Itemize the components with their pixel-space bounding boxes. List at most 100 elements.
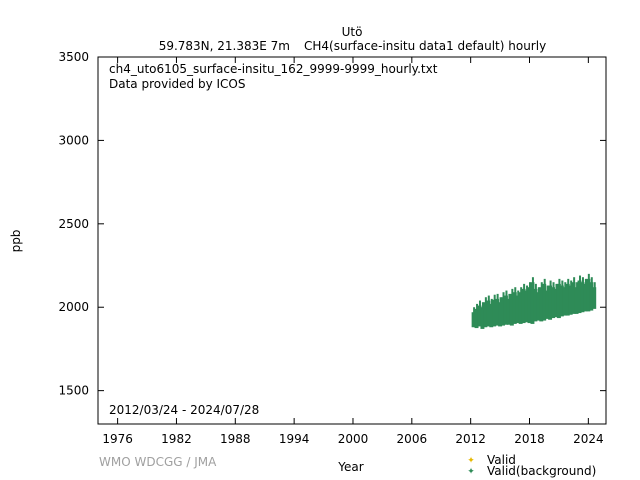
data-band: [542, 283, 547, 321]
data-band: [592, 287, 597, 309]
plot-content: [471, 273, 597, 329]
data-band: [568, 285, 573, 315]
data-band: [515, 295, 520, 324]
data-band: [486, 300, 491, 327]
annotation-period: 2012/03/24 - 2024/07/28: [109, 403, 259, 417]
legend: ✦ Valid ✦ Valid(background): [467, 453, 596, 478]
y-tick-label: 3000: [58, 133, 89, 147]
data-spike: [549, 280, 552, 287]
data-band: [545, 290, 550, 319]
annotation-provider: Data provided by ICOS: [109, 77, 245, 91]
data-spike: [576, 282, 579, 289]
data-spike: [537, 287, 540, 294]
data-band: [474, 308, 479, 329]
data-spike: [534, 283, 537, 290]
data-spike: [590, 277, 593, 284]
axis-ticks: 1976 1982 1988 1994 2000 2006 2012 2018 2024 1500…: [58, 50, 606, 446]
y-tick-label: 3500: [58, 50, 89, 64]
data-spike: [473, 307, 476, 314]
data-spike: [481, 302, 484, 309]
x-tick-label: 2012: [455, 432, 486, 446]
chart-subtitle-left: 59.783N, 21.383E 7m: [159, 39, 290, 53]
data-spike: [564, 282, 567, 289]
plot-frame: [97, 56, 607, 425]
annotation-file: ch4_uto6105_surface-insitu_162_9999-9999…: [109, 62, 438, 76]
y-axis-label: ppb: [9, 230, 23, 253]
data-band: [577, 280, 582, 314]
data-band: [483, 302, 488, 328]
chart-subtitle-right: CH4(surface-insitu data1 default) hourly: [304, 39, 546, 53]
data-spike: [546, 285, 549, 292]
data-band: [571, 282, 576, 314]
data-spike: [528, 282, 531, 289]
x-axis-label: Year: [337, 460, 363, 474]
x-tick-label: 1976: [102, 432, 133, 446]
data-band: [506, 298, 511, 325]
x-tick-label: 1982: [161, 432, 192, 446]
data-band: [533, 288, 538, 322]
data-band: [495, 298, 500, 326]
data-spike: [561, 280, 564, 287]
y-tick-label: 2500: [58, 217, 89, 231]
data-spike: [502, 292, 505, 299]
data-band: [551, 287, 556, 319]
data-band: [548, 285, 553, 320]
data-spike: [584, 278, 587, 285]
data-band: [521, 288, 526, 324]
data-spike: [587, 273, 590, 280]
x-tick-label: 1994: [279, 432, 310, 446]
data-band: [512, 292, 517, 324]
legend-label-valid: Valid: [487, 453, 516, 467]
data-band: [589, 282, 594, 311]
data-band: [498, 302, 503, 327]
x-tick-label: 2006: [397, 432, 428, 446]
data-spike: [555, 283, 558, 290]
data-spike: [573, 277, 576, 284]
x-tick-label: 2024: [573, 432, 604, 446]
data-spike: [567, 278, 570, 285]
data-spike: [484, 297, 487, 304]
data-spike: [543, 278, 546, 285]
data-band: [565, 283, 570, 316]
data-spike: [487, 295, 490, 302]
data-spike: [476, 303, 479, 310]
data-spike: [552, 282, 555, 289]
data-spike: [531, 277, 534, 284]
data-band: [524, 290, 529, 323]
chart-title: Utö: [342, 25, 363, 39]
data-band: [518, 292, 523, 324]
data-spike: [523, 283, 526, 290]
data-spike: [493, 294, 496, 301]
data-spike: [508, 293, 511, 300]
y-tick-label: 1500: [58, 384, 89, 398]
data-spike: [505, 290, 508, 297]
data-spike: [514, 287, 517, 294]
data-spike: [511, 288, 514, 295]
data-band: [501, 297, 505, 326]
x-tick-label: 2018: [514, 432, 545, 446]
credit-text: WMO WDCGG / JMA: [99, 455, 217, 469]
data-band: [489, 303, 494, 328]
data-band: [539, 287, 544, 322]
data-spike: [540, 282, 543, 289]
legend-label-valid-background: Valid(background): [487, 464, 596, 478]
series-valid-background: [471, 273, 597, 329]
data-spike: [570, 280, 573, 287]
data-band: [477, 305, 482, 327]
data-band: [480, 307, 485, 329]
data-band: [559, 285, 564, 317]
data-spike: [526, 285, 529, 292]
data-band: [509, 293, 514, 326]
data-spike: [579, 275, 582, 282]
data-band: [530, 282, 535, 324]
x-tick-label: 2000: [338, 432, 369, 446]
data-band: [527, 287, 532, 324]
data-band: [471, 312, 476, 328]
data-band: [586, 278, 591, 312]
data-band: [554, 288, 558, 318]
data-spike: [593, 282, 596, 289]
data-spike: [520, 287, 523, 294]
data-spike: [517, 290, 520, 297]
data-band: [583, 283, 588, 312]
